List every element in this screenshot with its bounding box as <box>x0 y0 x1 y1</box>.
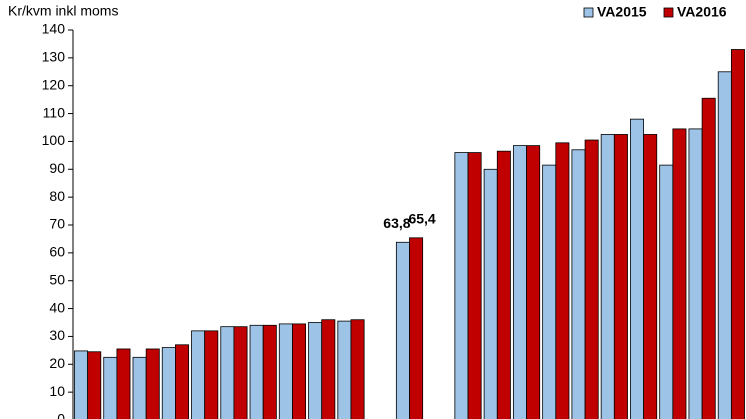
bar <box>688 128 703 419</box>
bar <box>672 128 687 419</box>
bar <box>701 97 716 419</box>
y-tick-label: 70 <box>49 216 65 232</box>
bar <box>571 149 586 419</box>
bar <box>526 145 541 419</box>
y-tick-label: 10 <box>49 383 65 399</box>
bar <box>730 49 745 419</box>
y-tick-label: 0 <box>57 411 65 419</box>
bar <box>308 322 323 419</box>
bar <box>600 134 615 419</box>
bar <box>542 164 557 419</box>
bar <box>454 152 469 419</box>
legend-swatch <box>583 7 594 18</box>
y-tick-label: 120 <box>42 76 66 92</box>
legend-label: VA2016 <box>677 4 727 20</box>
bar <box>321 319 336 419</box>
y-tick-label: 80 <box>49 188 65 204</box>
y-tick-label: 100 <box>42 132 66 148</box>
legend-swatch <box>663 7 674 18</box>
bar <box>409 237 424 419</box>
y-tick-label: 140 <box>42 21 66 37</box>
bar <box>278 323 293 419</box>
bar <box>175 344 189 419</box>
bar <box>717 71 732 419</box>
y-tick-label: 40 <box>49 299 65 315</box>
bar <box>132 356 147 419</box>
y-tick-label: 90 <box>49 160 65 176</box>
y-tick-label: 50 <box>49 271 65 287</box>
bar <box>613 134 628 419</box>
y-tick-label: 110 <box>43 104 66 120</box>
bar <box>630 118 644 419</box>
bar <box>191 330 206 419</box>
bar <box>103 356 118 419</box>
axis-title: Kr/kvm inkl moms <box>8 3 118 19</box>
bar <box>337 320 352 419</box>
bar <box>555 142 570 419</box>
data-label: 63,8 <box>383 215 410 231</box>
bar <box>659 164 674 419</box>
bar <box>116 348 131 419</box>
bar <box>74 350 89 419</box>
bar <box>350 319 365 419</box>
bar <box>395 241 410 419</box>
bar <box>204 330 219 419</box>
bar <box>512 145 527 419</box>
legend-label: VA2015 <box>597 4 647 20</box>
y-tick-label: 20 <box>49 355 65 371</box>
bar <box>87 351 102 419</box>
bar <box>643 134 658 419</box>
y-tick-label: 130 <box>42 49 66 65</box>
bar <box>584 139 599 419</box>
data-label: 65,4 <box>408 211 435 227</box>
y-tick-label: 60 <box>49 244 65 260</box>
bar <box>262 324 277 419</box>
bar <box>145 348 160 419</box>
bar <box>220 326 235 419</box>
bar <box>233 326 248 419</box>
bar <box>467 152 482 419</box>
bar <box>292 323 307 419</box>
bar <box>161 347 176 419</box>
bar <box>249 324 264 419</box>
bar <box>496 150 511 419</box>
bar <box>483 168 498 419</box>
y-tick-label: 30 <box>49 327 65 343</box>
